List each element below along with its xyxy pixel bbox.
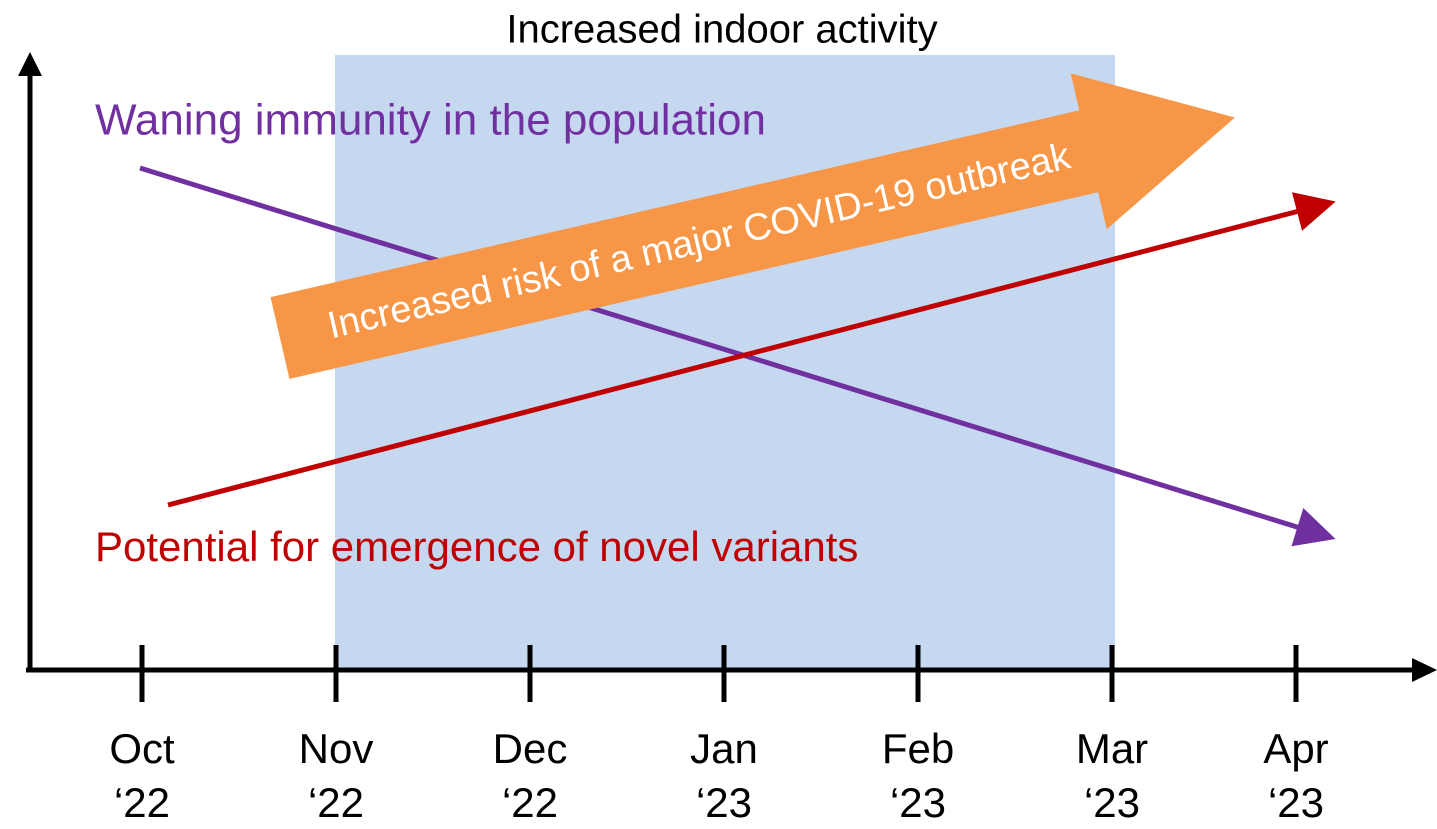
year-label: ‘23: [890, 779, 946, 826]
year-label: ‘22: [114, 779, 170, 826]
month-label: Mar: [1076, 725, 1148, 772]
year-label: ‘22: [502, 779, 558, 826]
year-label: ‘23: [696, 779, 752, 826]
variants-line: [167, 192, 1336, 508]
month-label: Jan: [690, 725, 758, 772]
immunity-line: [139, 165, 1336, 547]
immunity-label: Waning immunity in the population: [95, 96, 766, 145]
y-axis-arrow: [18, 52, 42, 76]
year-label: ‘23: [1084, 779, 1140, 826]
month-label: Apr: [1263, 725, 1328, 772]
title: Increased indoor activity: [506, 8, 937, 52]
x-axis-arrow: [1412, 658, 1437, 682]
variants-label: Potential for emergence of novel variant…: [95, 523, 858, 570]
month-label: Feb: [882, 725, 954, 772]
month-label: Dec: [493, 725, 568, 772]
month-label: Oct: [109, 725, 175, 772]
month-label: Nov: [299, 725, 374, 772]
year-label: ‘23: [1268, 779, 1324, 826]
month-ticks: Oct ‘22 Nov ‘22 Dec ‘22 Jan ‘23 Feb ‘23 Mar ‘23 Apr ‘…: [109, 645, 1329, 826]
year-label: ‘22: [308, 779, 364, 826]
